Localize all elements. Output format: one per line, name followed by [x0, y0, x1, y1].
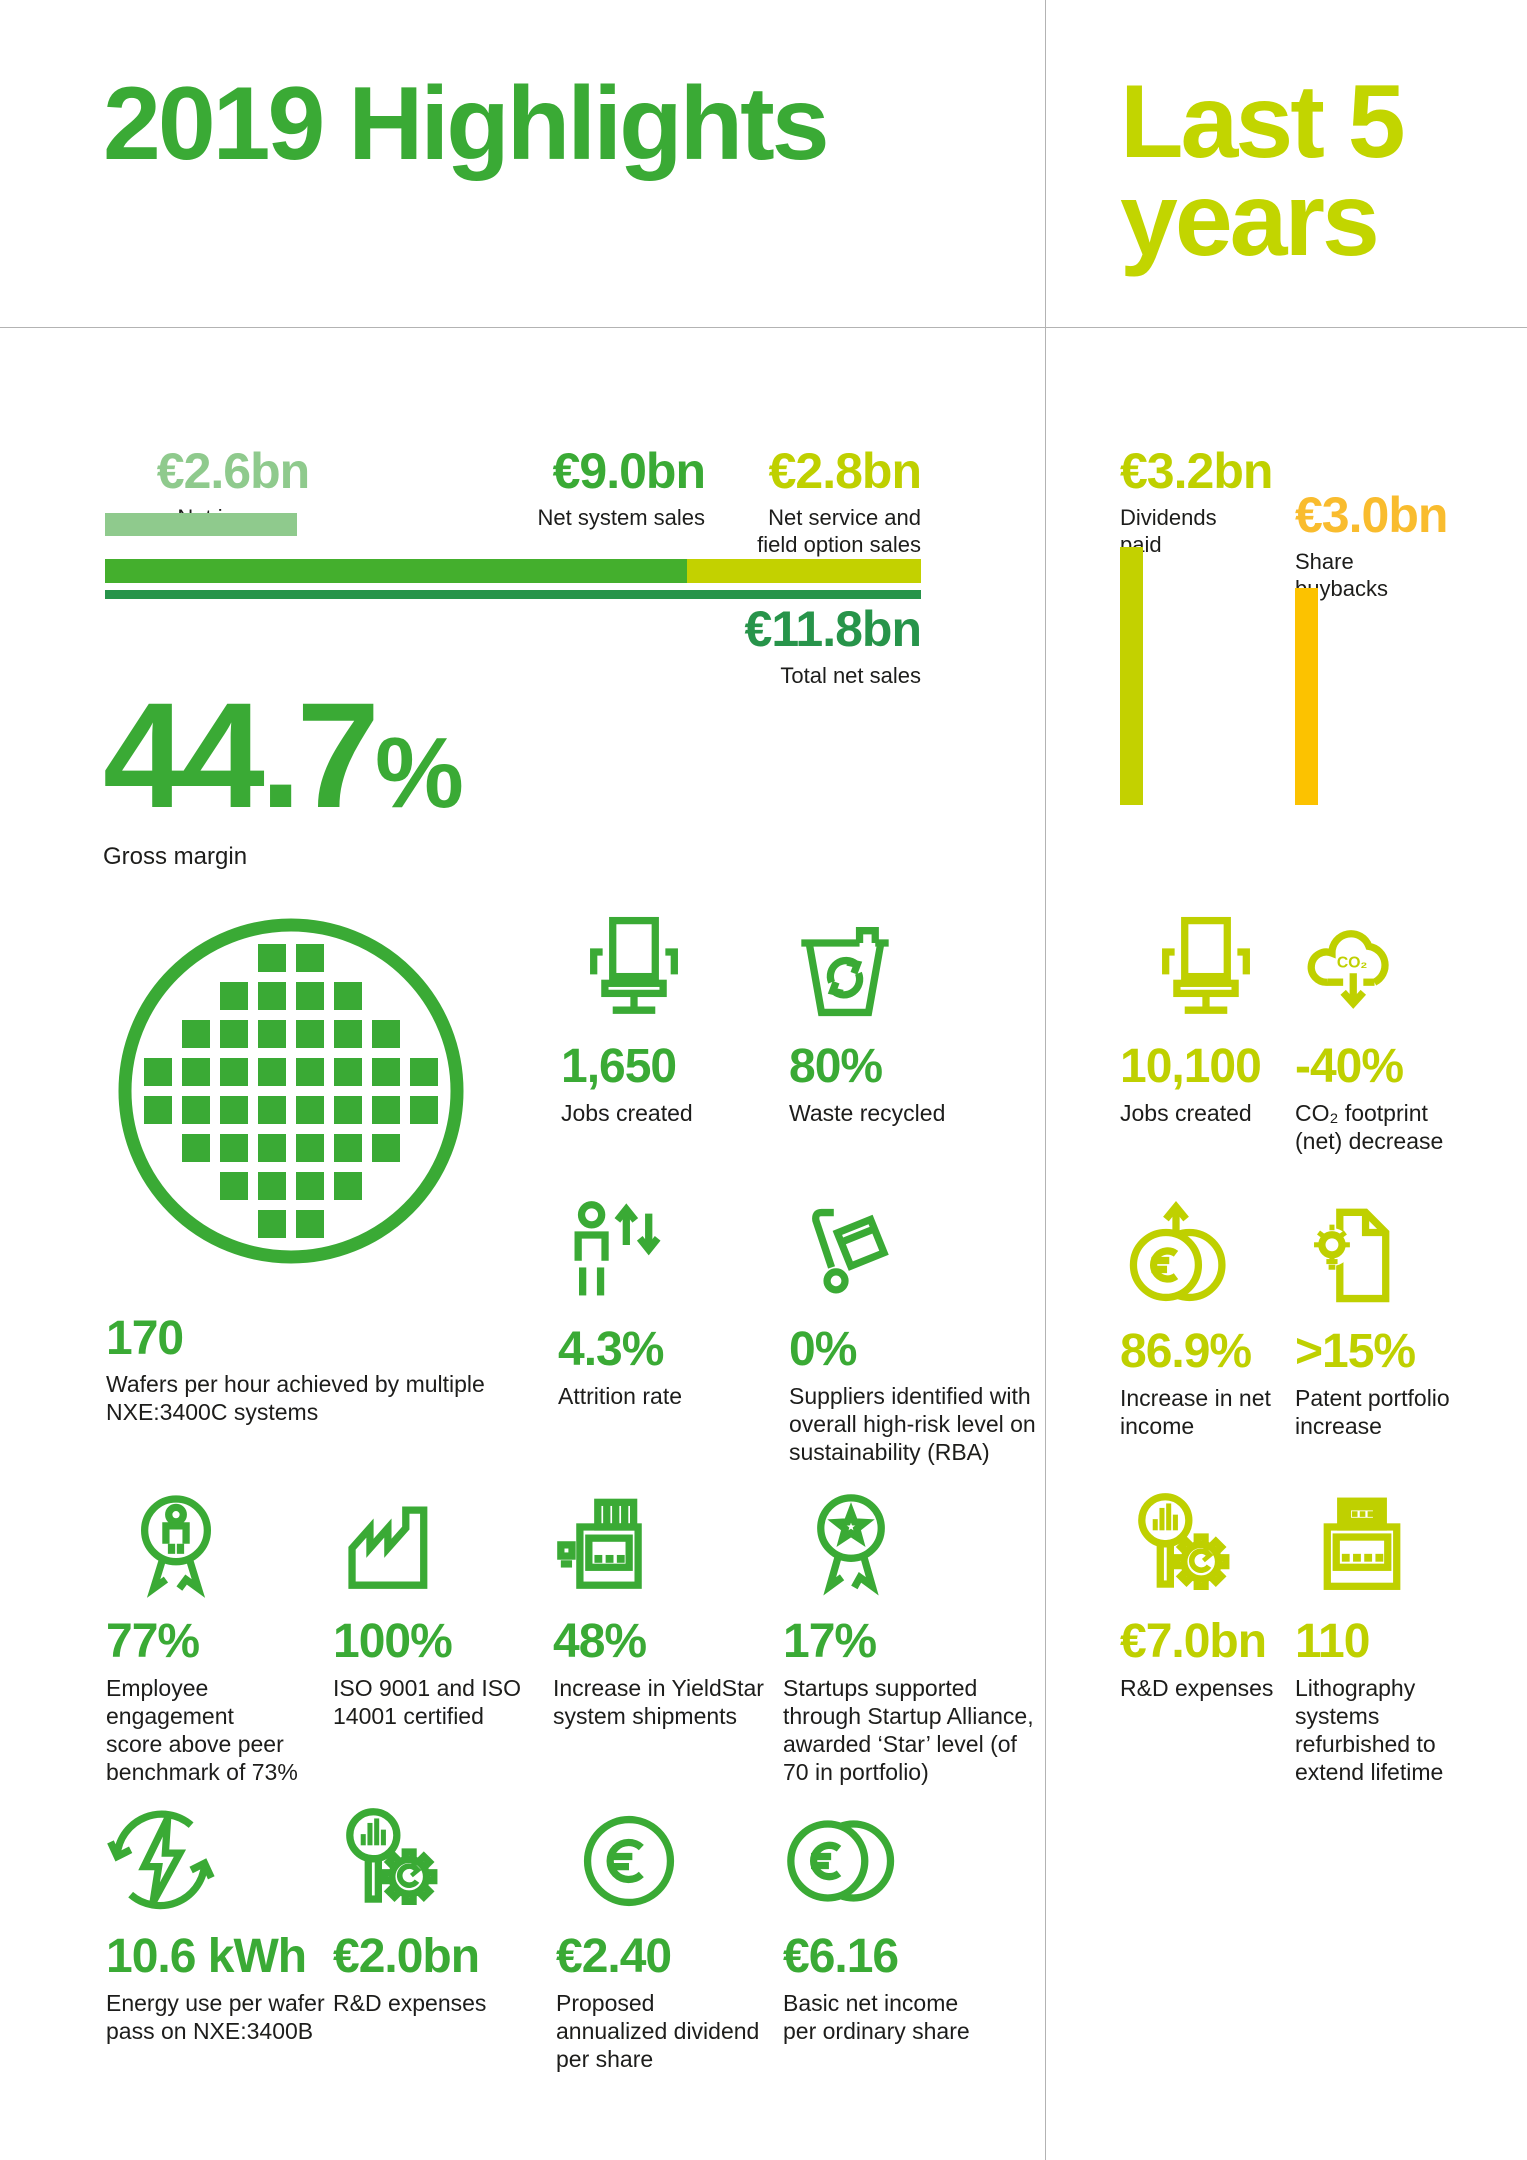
net-service-sales-value: €2.8bn: [768, 443, 922, 499]
metric-label: CO₂ footprint (net) decrease: [1295, 1100, 1444, 1154]
total-net-sales-caption: Total net sales: [780, 663, 921, 688]
euro-coin-icon: [556, 1805, 685, 1917]
metric-wafers-per-hour: 170 Wafers per hour achieved by multiple…: [106, 1312, 506, 1426]
metric-label: Waste recycled: [789, 1100, 946, 1126]
metric-value: 77%: [106, 1615, 200, 1668]
metric-label: Suppliers identified with overall high-r…: [789, 1383, 1036, 1465]
research-magnifier-gear-icon: [333, 1805, 445, 1917]
net-system-sales-stat: €9.0bn Net system sales: [455, 443, 707, 531]
metric-value: 4.3%: [558, 1323, 664, 1376]
metric-value: 100%: [333, 1615, 453, 1668]
metric-label: Attrition rate: [558, 1383, 682, 1409]
star-medal-icon: [783, 1490, 907, 1602]
metric-value: 110: [1295, 1615, 1370, 1668]
co2-cloud-icon: CO₂: [1295, 915, 1407, 1027]
total-net-sales-bar: [105, 590, 921, 599]
gross-margin-stat: 44.7% Gross margin: [103, 680, 464, 871]
metric-label: Proposed annualized dividend per share: [556, 1990, 760, 2072]
title-line: years: [1120, 161, 1380, 278]
metric-value: €7.0bn: [1120, 1615, 1267, 1668]
metric-label: Increase in net income: [1120, 1385, 1271, 1439]
metric-value: 80%: [789, 1040, 883, 1093]
patent-document-icon: [1295, 1200, 1407, 1312]
net-income-value: €2.6bn: [156, 443, 310, 499]
euro-increase-icon: [1120, 1200, 1232, 1312]
metric-label: Jobs created: [1120, 1100, 1252, 1126]
metric-value: 170: [106, 1312, 184, 1365]
net-income-bar: [105, 513, 297, 536]
metric-label: Wafers per hour achieved by multiple NXE…: [106, 1371, 485, 1425]
buybacks-stat: €3.0bn Share buybacks: [1295, 490, 1455, 602]
lithography-machine-icon: [1295, 1490, 1418, 1602]
metric-value: -40%: [1295, 1040, 1404, 1093]
dividends-value: €3.2bn: [1120, 443, 1273, 499]
wafer-icon: [112, 912, 470, 1270]
metric-value: 17%: [783, 1615, 877, 1668]
metric-value: €6.16: [783, 1930, 899, 1983]
net-sales-stacked-bar: [105, 559, 921, 583]
medal-person-icon: [106, 1490, 232, 1602]
page-title-last5: Last 5 years: [1120, 70, 1406, 272]
factory-icon: [333, 1490, 445, 1602]
office-chair-icon: [1120, 915, 1262, 1027]
buybacks-value: €3.0bn: [1295, 487, 1448, 543]
yieldstar-machine-icon: [553, 1490, 665, 1602]
gross-margin-label: Gross margin: [103, 843, 248, 870]
metric-label: Energy use per wafer pass on NXE:3400B: [106, 1990, 325, 2044]
energy-recycle-icon: [106, 1805, 218, 1917]
recycle-bin-icon: [789, 915, 901, 1027]
metric-value: €2.40: [556, 1930, 672, 1983]
metric-value: €2.0bn: [333, 1930, 480, 1983]
title-line: Last 5: [1120, 64, 1406, 180]
net-service-sales-stat: €2.8bn Net service and field option sale…: [736, 443, 922, 558]
metric-label: Jobs created: [561, 1100, 693, 1126]
total-net-sales-stat: €11.8bn Total net sales: [681, 601, 922, 689]
dividends-stat: €3.2bn Dividends paid: [1120, 446, 1280, 558]
net-system-sales-value: €9.0bn: [552, 443, 706, 499]
buybacks-bar: [1295, 588, 1318, 805]
metric-label: Startups supported through Startup Allia…: [783, 1675, 1034, 1785]
euro-coins-icon: [783, 1805, 895, 1917]
metric-label: ISO 9001 and ISO 14001 certified: [333, 1675, 521, 1729]
metric-value: 0%: [789, 1323, 857, 1376]
metric-label: R&D expenses: [1120, 1675, 1274, 1701]
header-divider-line: [0, 327, 1527, 328]
gross-margin-percent-sign: %: [374, 717, 464, 829]
total-net-sales-value: €11.8bn: [744, 601, 922, 657]
metric-label: Employee engagement score above peer ben…: [106, 1675, 298, 1785]
metric-value: >15%: [1295, 1325, 1416, 1378]
column-divider-line: [1045, 0, 1046, 2160]
metric-label: Increase in YieldStar system shipments: [553, 1675, 764, 1729]
net-system-sales-caption: Net system sales: [537, 505, 706, 530]
page-title-2019: 2019 Highlights: [103, 66, 830, 182]
office-chair-icon: [561, 915, 690, 1027]
metric-label: Lithography systems refurbished to exten…: [1295, 1675, 1444, 1785]
hand-truck-icon: [789, 1198, 901, 1310]
research-magnifier-gear-icon: [1120, 1490, 1237, 1602]
metric-label: R&D expenses: [333, 1990, 487, 2016]
metric-label: Basic net income per ordinary share: [783, 1990, 970, 2044]
person-attrition-icon: [558, 1198, 670, 1310]
net-service-sales-caption: Net service and field option sales: [757, 505, 921, 557]
metric-value: 1,650: [561, 1040, 677, 1093]
dividends-bar: [1120, 547, 1143, 805]
co2-icon-text: CO₂: [1337, 955, 1368, 972]
metric-value: 10,100: [1120, 1040, 1262, 1093]
net-system-sales-segment: [105, 559, 687, 583]
gross-margin-value: 44.7: [103, 671, 380, 839]
metric-value: 86.9%: [1120, 1325, 1252, 1378]
metric-value: 10.6 kWh: [106, 1930, 307, 1983]
net-service-sales-segment: [687, 559, 921, 583]
metric-value: 48%: [553, 1615, 647, 1668]
metric-label: Patent portfolio increase: [1295, 1385, 1450, 1439]
